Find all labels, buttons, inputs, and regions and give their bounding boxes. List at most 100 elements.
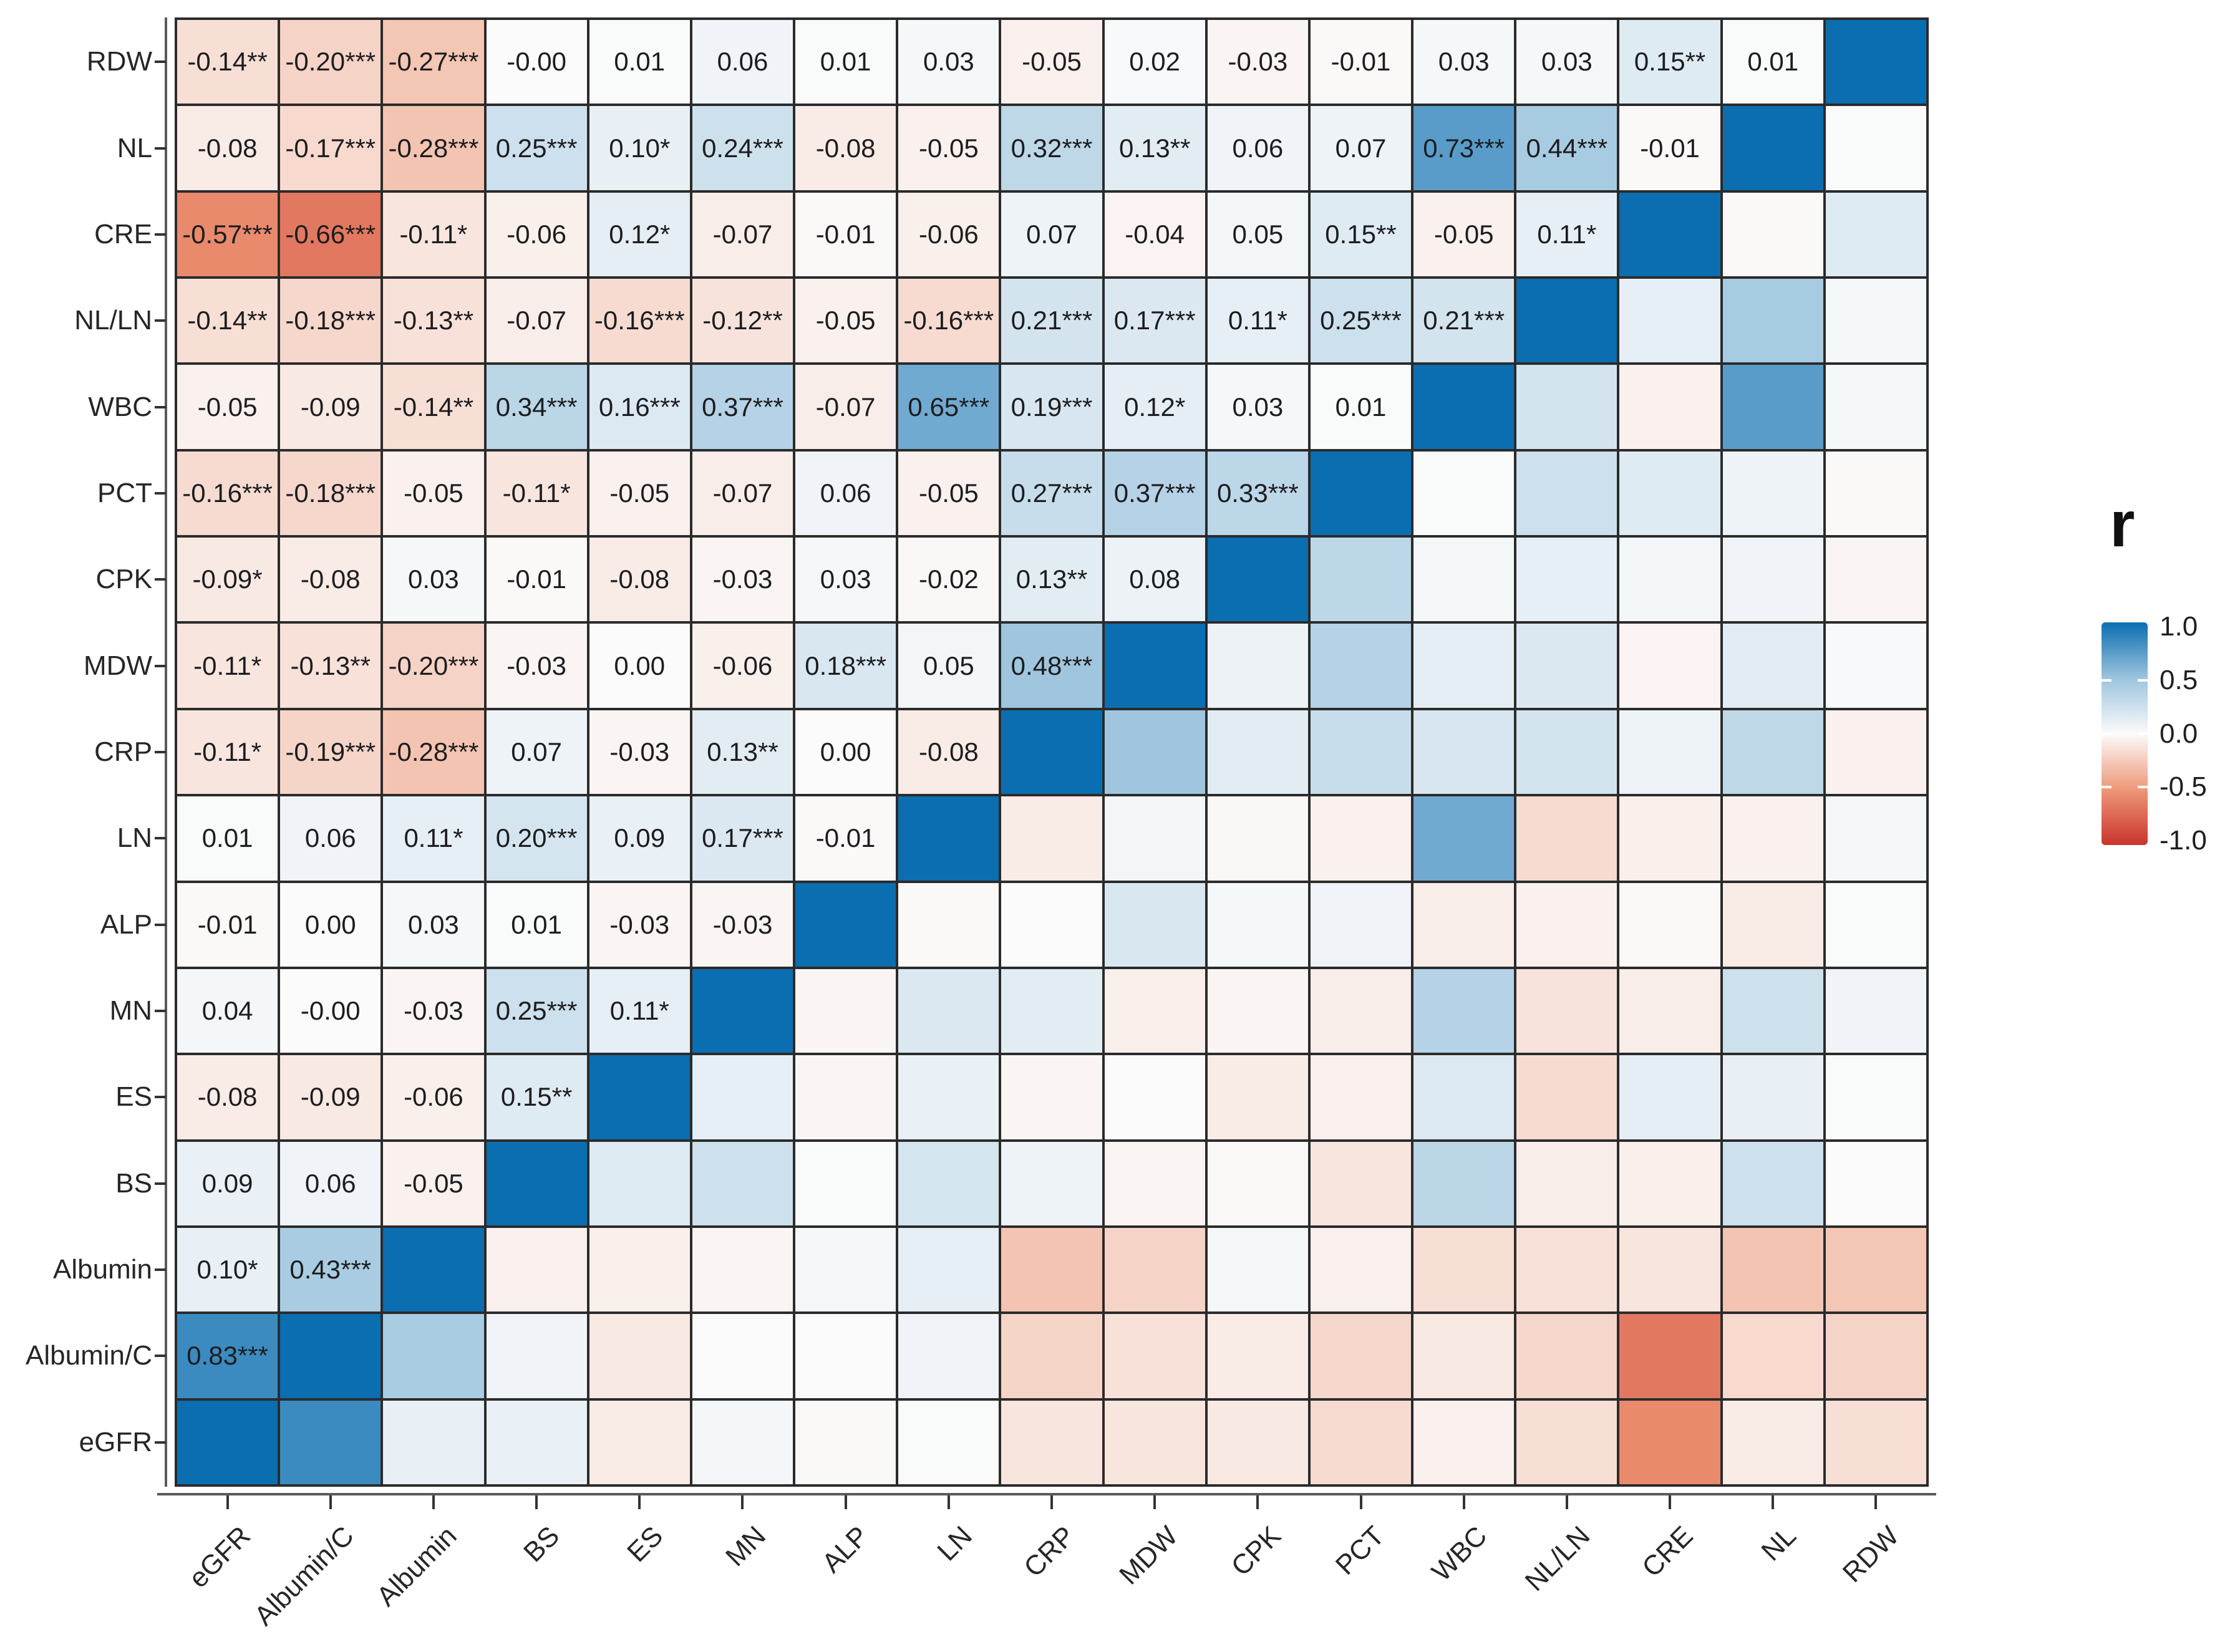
y-axis-tick [155,837,166,840]
matrix-cell-value: -0.00 [300,996,361,1026]
matrix-cell: 0.01 [486,882,587,967]
matrix-cell-value: 0.11* [609,996,669,1026]
matrix-cell [1001,882,1102,967]
matrix-cell [1516,279,1617,363]
matrix-cell: -0.06 [692,624,793,708]
x-axis-label: ES [621,1520,669,1568]
matrix-cell-value: 0.00 [614,650,666,680]
matrix-cell-value: -0.07 [815,392,876,422]
matrix-cell: -0.11* [486,451,587,536]
matrix-cell-value: -0.12** [702,306,783,336]
matrix-cell [1001,1400,1102,1484]
matrix-cell: 0.34*** [486,365,587,449]
matrix-cell-value: -0.07 [507,306,566,336]
matrix-cell: 0.07 [486,710,587,795]
matrix-cell: -0.16*** [177,451,278,536]
x-axis-label: MN [720,1520,772,1573]
matrix-cell-value: -0.09* [192,564,263,594]
matrix-cell: 0.01 [795,20,896,104]
matrix-cell-value: -0.08 [300,564,361,594]
matrix-cell-value: -0.17*** [285,133,376,163]
matrix-cell-value: -0.28*** [388,737,479,766]
matrix-cell: -0.06 [383,1055,484,1139]
matrix-cell: -0.05 [383,451,484,536]
matrix-cell [1722,1400,1823,1484]
matrix-cell: 0.00 [280,882,381,967]
matrix-cell-value: -0.14** [393,392,474,422]
matrix-cell: -0.03 [692,882,793,967]
matrix-cell-value: 0.20*** [495,823,578,853]
matrix-cell [1722,279,1823,363]
matrix-cell [795,1055,896,1139]
matrix-cell-value: 0.27*** [1011,478,1093,508]
matrix-cell: -0.01 [486,538,587,622]
x-axis-tick [844,1495,847,1509]
matrix-cell-value: 0.48*** [1011,650,1093,680]
y-axis-tick [155,1096,166,1099]
matrix-cell [589,1055,690,1139]
matrix-cell: -0.05 [383,1141,484,1225]
matrix-cell [1825,106,1926,190]
legend-tick-mark [2138,732,2148,735]
matrix-cell-value: -0.28*** [388,133,479,163]
x-axis-tick [535,1495,538,1509]
matrix-cell-value: 0.37*** [702,392,783,422]
matrix-cell [1207,796,1308,881]
matrix-cell-value: 0.02 [1129,47,1181,77]
matrix-cell [1722,192,1823,277]
matrix-cell-value: -0.01 [815,219,876,249]
matrix-cell: -0.03 [383,968,484,1053]
matrix-cell: 0.06 [1207,106,1308,190]
matrix-cell [1310,1227,1412,1312]
matrix-cell: -0.08 [589,538,690,622]
matrix-cell-value: -0.18*** [285,306,376,336]
matrix-cell [1104,1314,1205,1398]
matrix-cell [1619,968,1720,1053]
matrix-cell: 0.73*** [1413,106,1515,190]
matrix-cell-value: -0.03 [712,909,773,939]
matrix-cell: -0.16*** [589,279,690,363]
legend-tick-mark [2102,786,2111,789]
x-axis-label: eGFR [183,1520,257,1594]
matrix-cell: 0.08 [1104,538,1205,622]
matrix-cell-value: -0.08 [815,133,876,163]
y-axis-label: NL [117,132,152,163]
y-axis-tick [155,1010,166,1013]
matrix-cell [898,796,999,881]
y-axis-tick [155,319,166,322]
matrix-cell-value: 0.19*** [1011,392,1093,422]
matrix-cell-value: 0.12* [1124,392,1186,422]
y-axis-label: NL/LN [74,305,152,336]
matrix-cell [177,1400,278,1484]
x-axis-label: ALP [816,1520,875,1579]
y-axis-tick [155,233,166,236]
matrix-cell: 0.09 [589,796,690,881]
matrix-cell: -0.03 [589,710,690,795]
matrix-cell: 0.25*** [1310,279,1412,363]
matrix-cell-value: 0.07 [1026,219,1077,249]
y-axis-tick [155,405,166,408]
y-axis-label: CRP [94,737,152,767]
y-axis-tick [155,751,166,753]
matrix-cell [1516,624,1617,708]
matrix-cell-value: 0.03 [408,564,459,594]
matrix-cell [1207,1314,1308,1398]
matrix-cell [1722,624,1823,708]
matrix-cell: 0.03 [1516,20,1617,104]
matrix-cell-value: 0.05 [1232,219,1284,249]
x-axis-tick [638,1495,641,1509]
matrix-cell-value: 0.32*** [1011,133,1093,163]
matrix-cell: 0.19*** [1001,365,1102,449]
matrix-cell [1516,882,1617,967]
y-axis-line [165,17,167,1487]
matrix-cell: -0.08 [177,1055,278,1139]
matrix-cell [1825,1055,1926,1139]
matrix-cell-value: 0.43*** [289,1255,372,1285]
y-axis-tick [155,147,166,150]
matrix-cell [1516,451,1617,536]
matrix-cell: -0.03 [692,538,793,622]
matrix-cell: 0.06 [692,20,793,104]
matrix-cell [1825,1141,1926,1225]
matrix-cell-value: 0.17*** [1113,306,1196,336]
x-axis-label: WBC [1426,1520,1493,1588]
